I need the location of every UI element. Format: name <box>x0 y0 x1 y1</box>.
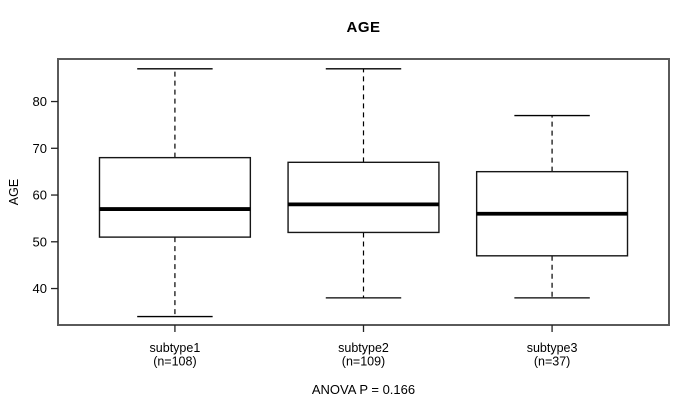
chart-title: AGE <box>346 19 381 36</box>
y-tick-label: 60 <box>33 188 47 203</box>
group-n-label: (n=108) <box>153 355 196 369</box>
y-tick-label: 80 <box>33 94 47 109</box>
box-subtype1 <box>98 156 252 238</box>
group-label: subtype1 <box>150 341 201 355</box>
y-tick-label: 70 <box>33 141 47 156</box>
group-label: subtype2 <box>338 341 389 355</box>
group-n-label: (n=37) <box>534 355 570 369</box>
group-label: subtype3 <box>527 341 578 355</box>
y-tick-label: 50 <box>33 234 47 249</box>
anova-annotation: ANOVA P = 0.166 <box>311 382 416 397</box>
group-n-label: (n=109) <box>342 355 385 369</box>
box-subtype2 <box>287 161 440 234</box>
y-tick-label: 40 <box>33 281 47 296</box>
